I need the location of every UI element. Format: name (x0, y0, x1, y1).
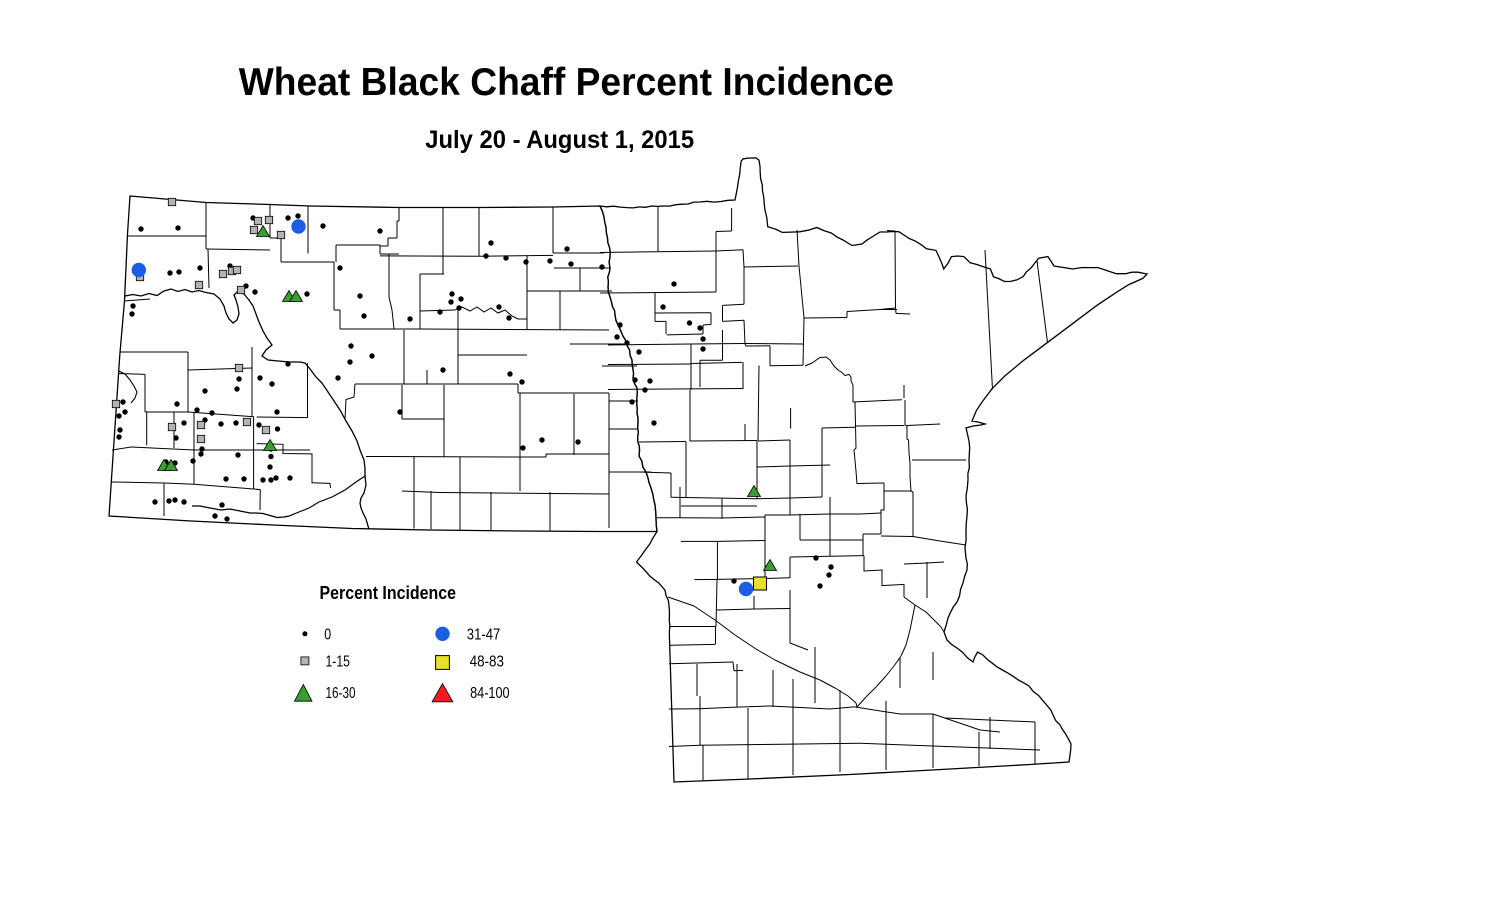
svg-text:16-30: 16-30 (326, 685, 356, 702)
svg-text:0: 0 (324, 626, 331, 643)
svg-text:July 20 - August 1, 2015: July 20 - August 1, 2015 (425, 126, 694, 154)
svg-text:Wheat Black Chaff Percent Inci: Wheat Black Chaff Percent Incidence (239, 61, 894, 104)
svg-text:Percent Incidence: Percent Incidence (320, 583, 457, 603)
svg-text:1-15: 1-15 (326, 653, 350, 670)
svg-text:48-83: 48-83 (470, 653, 504, 670)
svg-text:84-100: 84-100 (470, 685, 510, 702)
svg-text:31-47: 31-47 (467, 626, 501, 643)
